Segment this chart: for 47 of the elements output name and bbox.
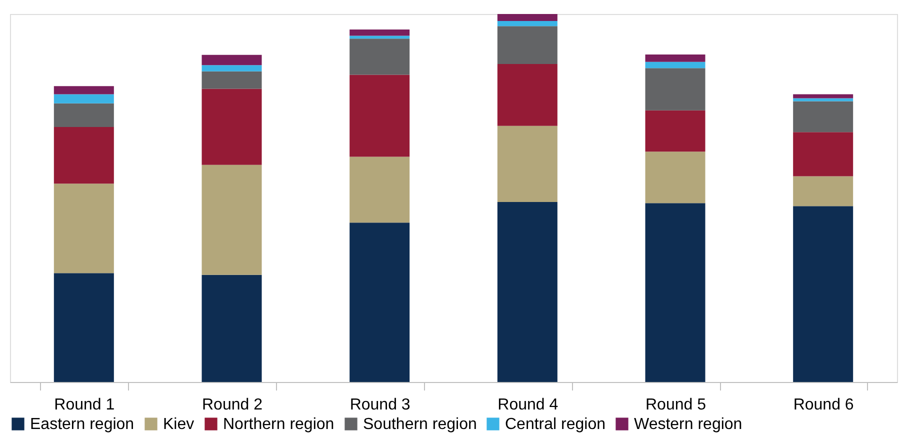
bar [54, 94, 114, 104]
bar [54, 86, 114, 94]
bar [54, 273, 114, 382]
bar [793, 101, 854, 132]
x-tick-label: Round 6 [793, 396, 854, 414]
bar [350, 36, 410, 39]
bar [793, 94, 854, 98]
bar [497, 14, 558, 21]
bar [645, 110, 706, 152]
bar [202, 71, 262, 89]
bar [350, 156, 410, 223]
bar [54, 126, 114, 184]
bar [350, 38, 410, 75]
bar [54, 103, 114, 127]
x-tick-label: Round 1 [54, 396, 115, 414]
bar [793, 176, 854, 206]
bar [497, 64, 558, 126]
bar [202, 88, 262, 165]
x-tick-label: Round 5 [646, 396, 706, 414]
x-tick-label: Round 2 [202, 396, 263, 414]
bar [54, 184, 114, 274]
legend-label: Kiev [163, 416, 194, 433]
legend-label: Western region [634, 416, 742, 433]
bar [497, 20, 558, 26]
bar [350, 29, 410, 36]
bar [350, 74, 410, 157]
bar [497, 126, 558, 202]
bar [202, 54, 262, 66]
bar [202, 65, 262, 72]
bar [202, 274, 262, 382]
bar [793, 132, 854, 176]
legend-label: Southern region [363, 416, 477, 433]
bar [793, 206, 854, 382]
x-tick-label: Round 3 [350, 396, 410, 414]
x-tick-label: Round 4 [498, 396, 558, 414]
bar [645, 152, 706, 204]
bar [645, 203, 706, 382]
legend-label: Central region [505, 416, 606, 433]
bar [350, 222, 410, 382]
bar [645, 54, 706, 62]
legend-label: Eastern region [30, 416, 134, 433]
legend-label: Northern region [223, 416, 334, 433]
bar [497, 26, 558, 64]
bar [202, 164, 262, 275]
bar [645, 68, 706, 110]
bar [645, 62, 706, 68]
bar [497, 202, 558, 382]
